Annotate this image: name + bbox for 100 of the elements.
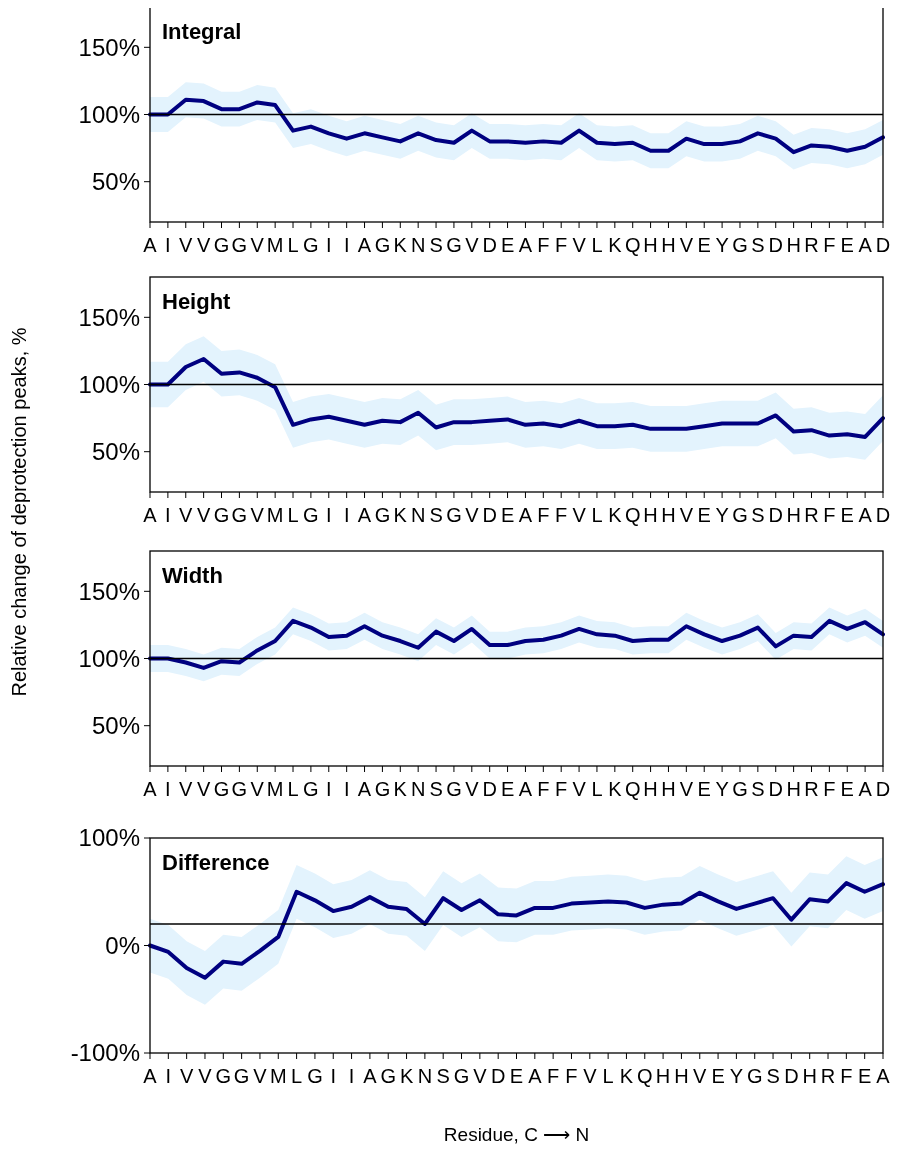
x-tick-label: V bbox=[179, 1065, 194, 1087]
x-tick-label: R bbox=[804, 234, 819, 256]
x-tick-label: H bbox=[786, 504, 801, 526]
x-tick-label: L bbox=[287, 234, 299, 256]
x-tick-label: F bbox=[555, 778, 568, 800]
x-tick-label: I bbox=[165, 504, 171, 526]
x-tick-label: I bbox=[326, 234, 332, 256]
x-tick-label: D bbox=[482, 778, 497, 800]
x-tick-label: V bbox=[196, 778, 211, 800]
x-tick-label: G bbox=[303, 778, 319, 800]
x-tick-label: S bbox=[751, 778, 765, 800]
x-tick-label: K bbox=[393, 234, 408, 256]
x-tick-label: Q bbox=[624, 504, 641, 526]
x-tick-label: G bbox=[233, 1065, 250, 1087]
y-tick-label: 100% bbox=[78, 824, 140, 852]
x-tick-label: H bbox=[661, 504, 676, 526]
x-tick-label: H bbox=[786, 778, 801, 800]
y-tick-label: 100% bbox=[78, 370, 140, 398]
text: Height bbox=[162, 289, 232, 314]
x-tick-label: Q bbox=[636, 1065, 653, 1087]
y-tick-label: 50% bbox=[91, 168, 140, 196]
x-tick-label: G bbox=[231, 778, 248, 800]
x-tick-label: V bbox=[679, 234, 694, 256]
x-tick-label: V bbox=[465, 778, 480, 800]
y-axis-title: Relative change of deprotection peaks, % bbox=[8, 327, 30, 697]
x-tick-label: V bbox=[679, 778, 694, 800]
x-tick-label: Y bbox=[729, 1065, 744, 1087]
x-tick-label: F bbox=[555, 504, 568, 526]
x-tick-label: V bbox=[250, 504, 265, 526]
x-tick-label: L bbox=[591, 504, 603, 526]
x-tick-label: E bbox=[840, 234, 854, 256]
x-tick-label: L bbox=[287, 504, 299, 526]
x-tick-label: G bbox=[213, 234, 230, 256]
x-tick-label: F bbox=[537, 504, 550, 526]
x-axis-title: Residue, C ⟶ N bbox=[443, 1124, 590, 1145]
x-tick-label: F bbox=[537, 234, 550, 256]
x-tick-label: D bbox=[875, 504, 891, 526]
x-tick-label: D bbox=[490, 1065, 506, 1087]
x-tick-label: A bbox=[858, 778, 873, 800]
x-tick-label: E bbox=[840, 504, 854, 526]
x-tick-label: S bbox=[429, 778, 443, 800]
x-tick-label: L bbox=[291, 1065, 303, 1087]
x-tick-label: E bbox=[697, 778, 711, 800]
x-tick-label: G bbox=[231, 504, 248, 526]
x-tick-label: D bbox=[482, 234, 497, 256]
x-tick-label: F bbox=[823, 778, 836, 800]
x-tick-label: G bbox=[374, 234, 391, 256]
y-tick-label: 50% bbox=[91, 438, 140, 466]
x-tick-label: D bbox=[768, 504, 783, 526]
x-tick-label: V bbox=[198, 1065, 213, 1087]
x-tick-label: R bbox=[804, 778, 819, 800]
x-tick-label: K bbox=[608, 234, 623, 256]
x-tick-label: A bbox=[518, 778, 533, 800]
x-tick-label: K bbox=[393, 504, 408, 526]
x-tick-label: S bbox=[751, 504, 765, 526]
x-tick-label: A bbox=[143, 234, 158, 256]
x-tick-label: D bbox=[875, 234, 891, 256]
x-tick-label: I bbox=[343, 504, 350, 526]
x-tick-label: Y bbox=[715, 504, 729, 526]
x-tick-label: V bbox=[179, 234, 194, 256]
x-tick-label: I bbox=[348, 1065, 355, 1087]
x-tick-label: R bbox=[820, 1065, 836, 1087]
x-tick-label: I bbox=[343, 234, 350, 256]
x-tick-label: V bbox=[572, 234, 587, 256]
x-tick-label: E bbox=[858, 1065, 872, 1087]
x-tick-label: E bbox=[500, 504, 515, 526]
x-tick-label: E bbox=[840, 778, 854, 800]
text: Integral bbox=[162, 19, 242, 44]
x-tick-label: A bbox=[357, 778, 372, 800]
x-tick-label: V bbox=[572, 778, 587, 800]
x-tick-label: H bbox=[661, 778, 676, 800]
x-tick-label: Q bbox=[624, 778, 641, 800]
x-tick-label: S bbox=[436, 1065, 450, 1087]
y-tick-label: 150% bbox=[78, 303, 140, 331]
x-tick-label: I bbox=[326, 504, 332, 526]
x-tick-label: E bbox=[697, 504, 711, 526]
x-tick-label: G bbox=[446, 778, 462, 800]
x-tick-label: H bbox=[643, 234, 658, 256]
x-tick-label: E bbox=[509, 1065, 524, 1087]
x-tick-label: K bbox=[608, 504, 623, 526]
x-tick-label: F bbox=[823, 504, 836, 526]
x-tick-label: V bbox=[179, 778, 194, 800]
x-tick-label: V bbox=[179, 504, 194, 526]
x-tick-label: I bbox=[326, 778, 332, 800]
x-tick-label: I bbox=[165, 234, 171, 256]
x-tick-label: A bbox=[357, 504, 372, 526]
text: Difference bbox=[162, 850, 270, 875]
x-tick-label: D bbox=[482, 504, 497, 526]
x-tick-label: G bbox=[213, 504, 230, 526]
x-tick-label: E bbox=[697, 234, 711, 256]
x-tick-label: I bbox=[343, 778, 350, 800]
x-tick-label: G bbox=[303, 504, 319, 526]
y-tick-label: 150% bbox=[78, 577, 140, 605]
x-tick-label: Y bbox=[715, 778, 729, 800]
x-tick-label: K bbox=[393, 778, 408, 800]
x-tick-label: L bbox=[602, 1065, 614, 1087]
x-tick-label: V bbox=[693, 1065, 708, 1087]
x-tick-label: I bbox=[330, 1065, 337, 1087]
x-tick-label: S bbox=[429, 504, 443, 526]
y-tick-label: 150% bbox=[78, 33, 140, 61]
